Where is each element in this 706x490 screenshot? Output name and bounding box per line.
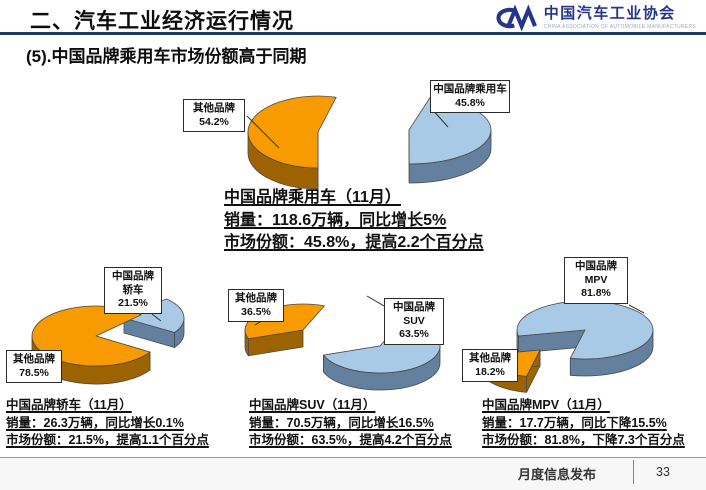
summary-share: 市场份额：45.8%，提高2.2个百分点 bbox=[224, 234, 484, 252]
footer-label: 月度信息发布 bbox=[518, 467, 597, 482]
pie-label-text: 中国品牌SUV bbox=[393, 301, 435, 327]
header-divider bbox=[0, 32, 706, 35]
caam-logo: 中国汽车工业协会 CHINA ASSOCIATION OF AUTOMOBILE… bbox=[492, 3, 696, 33]
caam-logo-icon bbox=[496, 4, 537, 32]
caption-sales: 销量：70.5万辆，同比增长16.5% bbox=[249, 415, 434, 430]
caption-sales: 销量：17.7万辆，同比下降15.5% bbox=[482, 415, 667, 430]
pie-label-sedan-other: 其他品牌 78.5% bbox=[6, 350, 62, 384]
caption-title: 中国品牌MPV（11月） bbox=[482, 398, 610, 412]
pie-label-value: 81.8% bbox=[581, 287, 611, 300]
pie-label-text: 其他品牌 bbox=[469, 352, 511, 364]
caption-share: 市场份额：21.5%，提高1.1个百分点 bbox=[6, 433, 209, 447]
summary-sales: 销量：118.6万辆，同比增长5% bbox=[224, 211, 447, 229]
pie-label-mpv-other: 其他品牌 18.2% bbox=[462, 349, 518, 383]
caption-suv: 中国品牌SUV（11月） 销量：70.5万辆，同比增长16.5% 市场份额：63… bbox=[249, 397, 452, 450]
page-number: 33 bbox=[656, 465, 670, 479]
pie-label-suv-cn: 中国品牌SUV 63.5% bbox=[384, 298, 444, 345]
footer-separator bbox=[633, 460, 634, 484]
pie-label-text: 其他品牌 bbox=[13, 353, 55, 365]
summary-title: 中国品牌乘用车（11月） bbox=[224, 189, 401, 206]
caption-title: 中国品牌轿车（11月） bbox=[6, 398, 132, 412]
pie-label-value: 54.2% bbox=[199, 115, 229, 128]
pie-label-suv-other: 其他品牌 36.5% bbox=[228, 289, 284, 323]
pie-label-sedan-cn: 中国品牌轿车 21.5% bbox=[104, 267, 162, 314]
logo-text: 中国汽车工业协会 CHINA ASSOCIATION OF AUTOMOBILE… bbox=[543, 5, 696, 30]
pie-label-passenger-other: 其他品牌 54.2% bbox=[183, 99, 245, 133]
summary-passenger: 中国品牌乘用车（11月） 销量：118.6万辆，同比增长5% 市场份额：45.8… bbox=[224, 187, 484, 255]
page-title: 二、汽车工业经济运行情况 bbox=[30, 10, 294, 33]
footer-divider bbox=[0, 457, 706, 458]
pie-label-value: 21.5% bbox=[118, 297, 148, 310]
pie-label-passenger-cn: 中国品牌乘用车 45.8% bbox=[430, 80, 510, 114]
pie-label-value: 78.5% bbox=[19, 366, 49, 379]
footer bbox=[0, 458, 706, 490]
caption-title: 中国品牌SUV（11月） bbox=[249, 398, 376, 412]
pie-label-value: 45.8% bbox=[455, 96, 485, 109]
pie-label-text: 其他品牌 bbox=[235, 292, 277, 304]
pie-label-mpv-cn: 中国品牌MPV 81.8% bbox=[564, 257, 628, 304]
logo-org-name: 中国汽车工业协会 bbox=[543, 5, 676, 22]
pie-label-text: 中国品牌轿车 bbox=[112, 270, 154, 296]
caption-share: 市场份额：63.5%，提高4.2个百分点 bbox=[249, 433, 452, 447]
caption-sedan: 中国品牌轿车（11月） 销量：26.3万辆，同比增长0.1% 市场份额：21.5… bbox=[6, 397, 209, 450]
pie-label-value: 18.2% bbox=[475, 365, 505, 378]
pie-label-value: 63.5% bbox=[399, 328, 429, 341]
pie-label-value: 36.5% bbox=[241, 305, 271, 318]
logo-org-name-en: CHINA ASSOCIATION OF AUTOMOBILE MANUFACT… bbox=[543, 23, 696, 30]
caption-share: 市场份额：81.8%，下降7.3个百分点 bbox=[482, 433, 685, 447]
pie-label-text: 其他品牌 bbox=[193, 102, 235, 114]
caption-sales: 销量：26.3万辆，同比增长0.1% bbox=[6, 415, 184, 430]
pie-label-text: 中国品牌乘用车 bbox=[433, 83, 507, 95]
pie-label-text: 中国品牌MPV bbox=[575, 260, 617, 286]
caption-mpv: 中国品牌MPV（11月） 销量：17.7万辆，同比下降15.5% 市场份额：81… bbox=[482, 397, 685, 450]
slide-subtitle: (5).中国品牌乘用车市场份额高于同期 bbox=[26, 47, 307, 66]
